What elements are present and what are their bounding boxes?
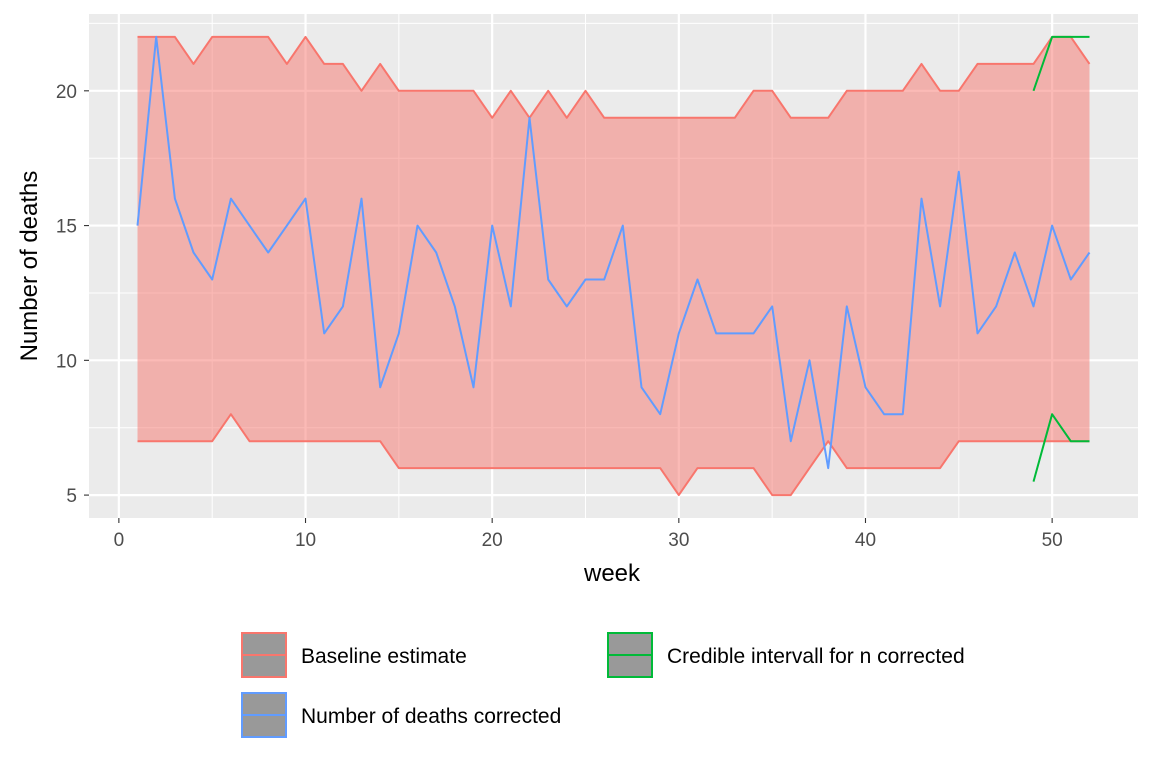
y-axis-title: Number of deaths bbox=[16, 171, 43, 362]
x-tick-label: 50 bbox=[1042, 530, 1063, 551]
y-tick-label: 20 bbox=[56, 82, 77, 103]
x-tick-label: 20 bbox=[482, 530, 503, 551]
deaths-corrected-line bbox=[136, 35, 1091, 470]
y-axis: 5 10 15 20 bbox=[56, 82, 89, 507]
x-tick-label: 30 bbox=[668, 530, 689, 551]
x-tick-label: 40 bbox=[855, 530, 876, 551]
legend-label: Baseline estimate bbox=[301, 645, 467, 668]
legend-item: Number of deaths corrected bbox=[241, 692, 561, 738]
x-axis-title: week bbox=[583, 560, 641, 587]
legend-label: Number of deaths corrected bbox=[301, 705, 561, 728]
baseline-upper-line bbox=[137, 35, 1091, 119]
baseline-lower-line bbox=[137, 413, 1090, 497]
legend-item: Credible intervall for n corrected bbox=[607, 632, 965, 678]
y-tick-label: 5 bbox=[66, 486, 77, 507]
y-tick-label: 10 bbox=[56, 351, 77, 372]
legend: Baseline estimate Credible intervall for … bbox=[241, 632, 965, 738]
x-tick-label: 10 bbox=[295, 530, 316, 551]
legend-label: Credible intervall for n corrected bbox=[667, 645, 965, 668]
data-marks bbox=[136, 35, 1091, 497]
baseline-ribbon-fill bbox=[137, 36, 1090, 496]
credible-interval-lower-line bbox=[1032, 413, 1090, 482]
y-tick-label: 15 bbox=[56, 217, 77, 238]
credible-interval-upper-line bbox=[1032, 35, 1090, 92]
legend-item: Baseline estimate bbox=[241, 632, 467, 678]
x-axis: 0 10 20 30 40 50 bbox=[114, 518, 1063, 551]
x-tick-label: 0 bbox=[114, 530, 125, 551]
